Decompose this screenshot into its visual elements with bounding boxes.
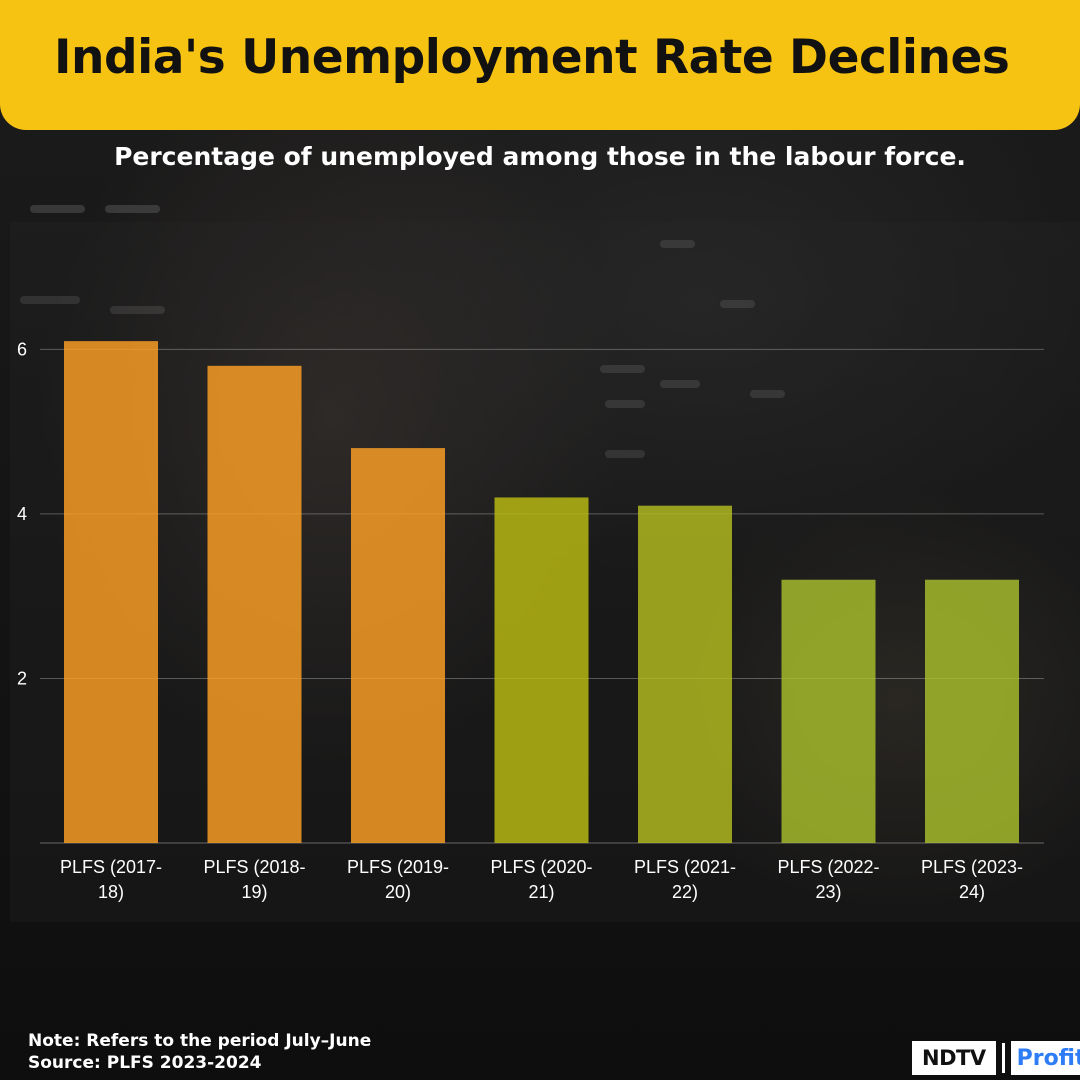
logo-separator [1001, 1043, 1005, 1073]
category-label: PLFS (2020-21) [490, 857, 592, 902]
logo-profit: Profit [1010, 1041, 1080, 1075]
category-labels: PLFS (2017-18) PLFS (2018-19) PLFS (2019-2… [60, 857, 1023, 902]
footnote: Note: Refers to the period July–June Sou… [28, 1030, 371, 1074]
y-tick-labels: 2 4 6 [17, 339, 27, 688]
y-tick-label: 2 [17, 668, 27, 688]
category-label: PLFS (2017-18) [60, 857, 162, 902]
category-label: PLFS (2019-20) [347, 857, 449, 902]
page-subtitle: Percentage of unemployed among those in … [114, 142, 966, 171]
ndtv-profit-logo: NDTV Profit [912, 1040, 1080, 1076]
bar-2 [351, 448, 445, 843]
y-tick-label: 6 [17, 339, 27, 359]
note-text: Note: Refers to the period July–June [28, 1031, 372, 1051]
y-tick-label: 4 [17, 504, 27, 524]
category-label: PLFS (2018-19) [203, 857, 305, 902]
page-title: India's Unemployment Rate Declines [54, 30, 1010, 85]
bar-1 [207, 365, 302, 843]
category-label: PLFS (2023-24) [921, 857, 1023, 902]
logo-ndtv: NDTV [912, 1041, 996, 1075]
bar-0 [64, 341, 158, 843]
category-label: PLFS (2021-22) [634, 857, 736, 902]
bar-6 [925, 579, 1019, 843]
title-bar: India's Unemployment Rate Declines [0, 0, 1080, 130]
bar-3 [494, 497, 589, 843]
bars [64, 341, 1019, 843]
bar-5 [781, 579, 876, 843]
bar-4 [638, 505, 732, 843]
category-label: PLFS (2022-23) [777, 857, 879, 902]
source-text: Source: PLFS 2023-2024 [28, 1053, 262, 1073]
